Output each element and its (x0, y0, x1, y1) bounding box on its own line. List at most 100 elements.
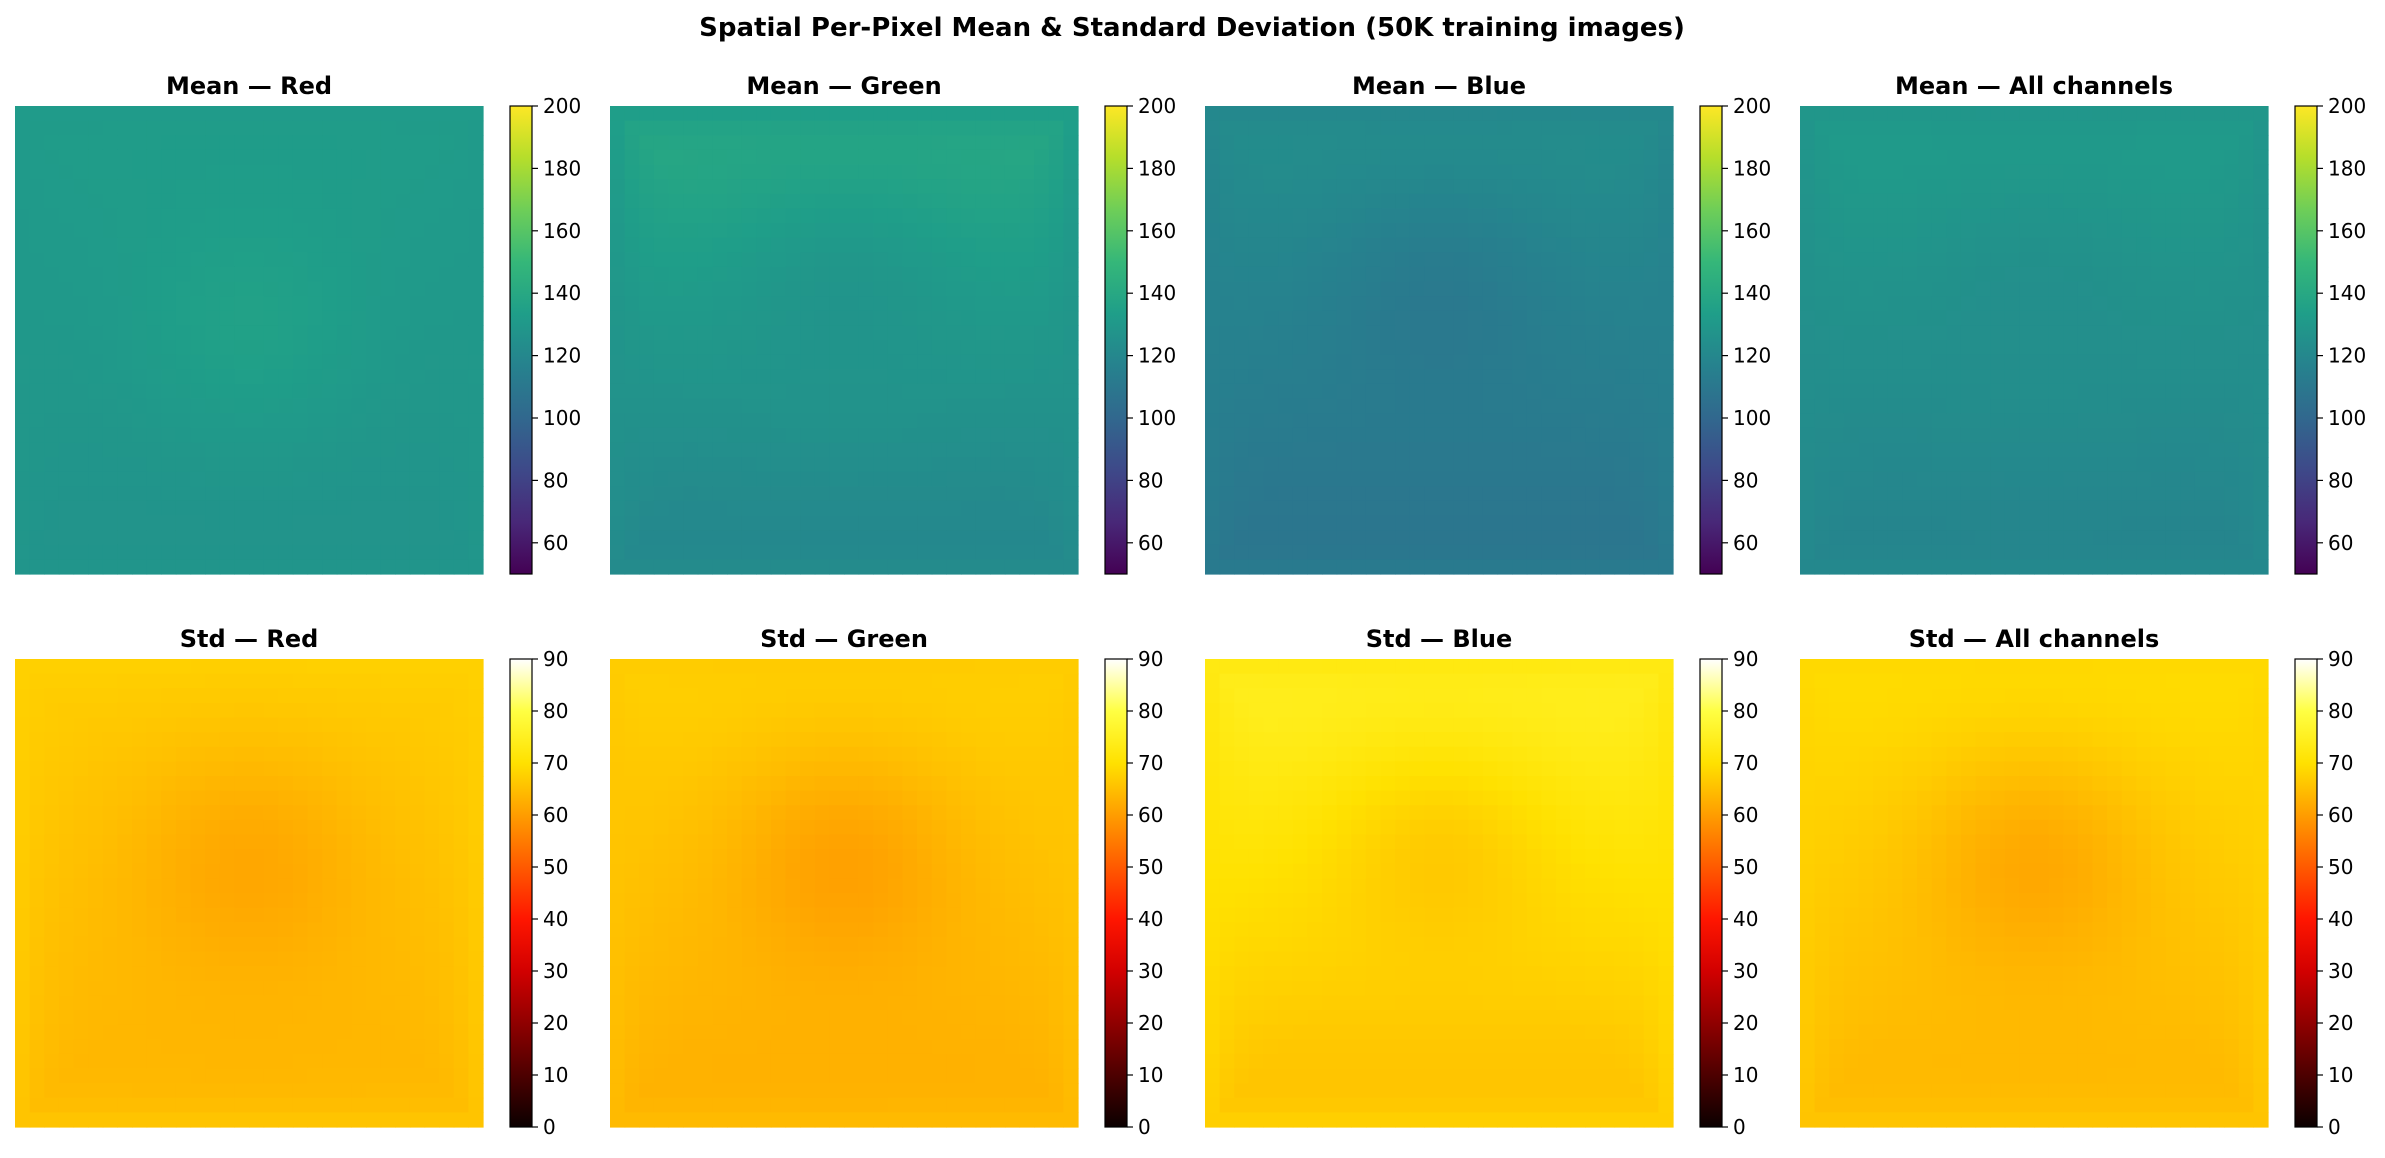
heatmap-cell (1292, 281, 1308, 297)
heatmap-cell (770, 135, 787, 151)
heatmap-cell (946, 281, 962, 297)
colorbar-tick-label: 100 (2328, 406, 2366, 430)
heatmap-cell (1570, 442, 1586, 458)
heatmap-cell (2224, 500, 2240, 517)
heatmap-cell (1263, 325, 1279, 341)
heatmap-cell (2048, 340, 2064, 356)
heatmap-cell (1858, 237, 1874, 253)
heatmap-cell (1614, 135, 1630, 151)
heatmap-cell (858, 149, 874, 166)
heatmap-cell (741, 544, 757, 560)
heatmap-cell (161, 354, 177, 370)
heatmap-cell (292, 922, 309, 938)
heatmap-cell (88, 149, 104, 166)
heatmap-cell (146, 878, 162, 894)
heatmap-cell (1365, 106, 1382, 122)
heatmap-cell (190, 1010, 206, 1026)
heatmap-cell (263, 106, 279, 122)
heatmap-cell (219, 252, 235, 268)
heatmap-cell (1482, 500, 1499, 517)
heatmap-cell (1424, 442, 1440, 458)
heatmap-cell (1453, 530, 1469, 546)
heatmap-cell (2165, 252, 2181, 268)
heatmap-cell (1614, 413, 1630, 429)
heatmap-cell (2180, 383, 2196, 400)
heatmap-cell (1409, 208, 1425, 224)
heatmap-cell (468, 863, 484, 879)
heatmap-cell (844, 413, 860, 429)
heatmap-cell (161, 237, 177, 253)
heatmap-cell (1887, 471, 1903, 487)
heatmap-cell (336, 149, 352, 166)
heatmap-cell (624, 120, 640, 136)
heatmap-cell (29, 544, 45, 560)
heatmap-cell (1843, 296, 1860, 312)
heatmap-cell (1814, 486, 1830, 502)
heatmap-cell (858, 252, 874, 268)
heatmap-cell (380, 500, 396, 517)
heatmap-cell (1658, 369, 1674, 385)
heatmap-cell (668, 471, 684, 487)
heatmap-cell (1395, 500, 1411, 517)
heatmap-cell (1614, 106, 1630, 122)
heatmap-cell (1946, 310, 1962, 326)
heatmap-cell (322, 717, 338, 733)
heatmap-cell (1248, 135, 1265, 151)
heatmap-cell (844, 471, 860, 487)
heatmap-cell (219, 1024, 235, 1040)
heatmap-cell (175, 834, 192, 850)
heatmap-cell (814, 149, 830, 166)
heatmap-cell (146, 688, 162, 704)
heatmap-cell (1585, 179, 1601, 195)
heatmap-cell (44, 559, 60, 575)
heatmap-cell (351, 325, 367, 341)
heatmap-cell (887, 471, 904, 487)
heatmap-cell (2092, 325, 2108, 341)
heatmap-cell (2077, 559, 2094, 575)
heatmap-cell (424, 776, 440, 792)
heatmap-cell (102, 354, 118, 370)
heatmap-cell (278, 457, 294, 473)
heatmap-cell (219, 688, 235, 704)
heatmap-cell (1219, 413, 1235, 429)
heatmap-cell (1234, 106, 1250, 122)
heatmap-cell (2253, 281, 2269, 297)
heatmap-cell (468, 427, 484, 443)
heatmap-cell (292, 515, 309, 531)
heatmap-cell (1570, 223, 1586, 239)
heatmap-cell (1063, 149, 1079, 166)
heatmap-cell (205, 398, 221, 414)
heatmap-cell (453, 354, 469, 370)
heatmap-cell (653, 427, 670, 443)
heatmap-cell (2107, 515, 2123, 531)
heatmap-cell (1658, 310, 1674, 326)
heatmap-cell (146, 383, 162, 400)
heatmap-cell (263, 281, 279, 297)
heatmap-cell (366, 995, 382, 1011)
heatmap-cell (278, 790, 294, 806)
heatmap-cell (1248, 354, 1265, 370)
heatmap-cell (610, 471, 626, 487)
heatmap-cell (190, 120, 206, 136)
heatmap-cell (2194, 325, 2211, 341)
heatmap-cell (1395, 296, 1411, 312)
heatmap-cell (146, 849, 162, 865)
heatmap-cell (2107, 471, 2123, 487)
heatmap-cell (2136, 544, 2152, 560)
heatmap-cell (2224, 515, 2240, 531)
heatmap-cell (902, 530, 918, 546)
heatmap-cell (873, 398, 889, 414)
heatmap-cell (1614, 120, 1630, 136)
heatmap-cell (1512, 559, 1528, 575)
heatmap-cell (263, 1024, 279, 1040)
heatmap-cell (73, 413, 89, 429)
heatmap-cell (15, 559, 31, 575)
heatmap-cell (844, 559, 860, 575)
heatmap-cell (1307, 340, 1323, 356)
heatmap-cell (1004, 427, 1021, 443)
heatmap-cell (1658, 427, 1674, 443)
heatmap-cell (2165, 486, 2181, 502)
heatmap-cell (307, 354, 323, 370)
heatmap-cell (453, 893, 469, 909)
heatmap-cell (380, 702, 396, 719)
